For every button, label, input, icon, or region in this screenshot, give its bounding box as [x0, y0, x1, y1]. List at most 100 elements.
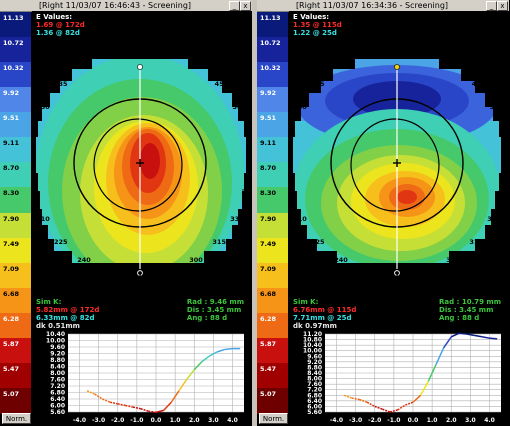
zone-outline: [93, 118, 183, 212]
sim-k-title: Sim K:: [293, 298, 319, 306]
profile-segment: [474, 334, 483, 338]
angle-label: 120: [77, 62, 91, 70]
e-values-title: E Values:: [36, 13, 73, 21]
minimize-button[interactable]: _: [229, 1, 240, 11]
sim-k-steep: 6.76mm @ 115d: [293, 306, 357, 314]
angle-label: 75: [164, 51, 174, 59]
meridian-handle-top: [394, 64, 400, 70]
y-tick-label: 8.40: [307, 370, 322, 377]
y-tick-label: 5.60: [50, 409, 65, 416]
y-tick-label: 6.00: [307, 403, 322, 410]
angle-label: 135: [311, 80, 325, 88]
scale-label: 10.72: [0, 37, 31, 64]
x-tick-label: 0.0: [151, 417, 162, 424]
profile-segment: [382, 408, 391, 413]
profile-segment: [224, 347, 233, 351]
x-tick-label: 2.0: [189, 417, 200, 424]
x-tick-label: 3.0: [208, 417, 219, 424]
close-button[interactable]: x: [240, 1, 251, 11]
scale-label: 7.49: [257, 237, 288, 264]
profile-segment: [489, 337, 498, 340]
angle-label: 285: [419, 267, 433, 275]
y-tick-label: 6.80: [307, 392, 322, 399]
profile-segment: [170, 390, 180, 403]
y-tick-label: 10.40: [303, 342, 322, 349]
x-tick-label: 1.0: [427, 417, 438, 424]
x-tick-label: -3.0: [349, 417, 362, 424]
angle-label: 75: [421, 51, 431, 59]
scale-label: 7.90: [257, 212, 288, 239]
angle-label: 210: [293, 215, 307, 223]
ang-value: Ang : 88 d: [439, 314, 480, 322]
sim-k-flat: 6.33mm @ 82d: [36, 314, 95, 322]
profile-segment: [405, 401, 414, 406]
angle-label: 315: [469, 238, 483, 246]
profile-segment: [389, 409, 398, 413]
angle-label: 255: [104, 267, 118, 275]
angle-label: 90: [135, 47, 145, 55]
profile-segment: [201, 355, 211, 363]
x-tick-label: -2.0: [368, 417, 381, 424]
angle-label: 300: [189, 256, 203, 264]
sim-k-delta: dk 0.51mm: [36, 322, 80, 330]
profile-segment: [163, 401, 172, 411]
scale-label: 9.92: [257, 87, 288, 114]
x-tick-label: -4.0: [73, 417, 86, 424]
profile-graph: -4.0 -3.0 -2.0 -1.0 0.0 1.0 2.0 3.0 4.0 10.4010.0…: [46, 331, 244, 424]
y-tick-label: 11.20: [303, 331, 322, 338]
angle-label: 150: [36, 103, 50, 111]
profile-segment: [442, 336, 452, 349]
angle-label: 120: [334, 62, 348, 70]
profile-segment: [397, 404, 406, 411]
angle-label: 210: [36, 215, 50, 223]
normalize-button[interactable]: Norm.: [2, 413, 31, 424]
y-tick-label: 8.00: [307, 376, 322, 383]
x-tick-label: 4.0: [227, 417, 238, 424]
contour-layer: [397, 190, 417, 204]
angle-label: 285: [162, 267, 176, 275]
y-tick-label: 7.20: [307, 387, 322, 394]
pane-divider[interactable]: [252, 0, 257, 426]
angle-label: 150: [293, 103, 307, 111]
y-tick-label: 9.60: [50, 344, 65, 351]
scale-label: 8.70: [257, 162, 288, 189]
profile-segment: [193, 361, 203, 371]
close-button[interactable]: x: [497, 1, 508, 11]
sim-k-steep: 5.82mm @ 172d: [36, 306, 100, 314]
dis-value: Dis : 3.45 mm: [439, 306, 494, 314]
e-value-steep: 1.35 @ 115d: [293, 21, 342, 29]
angle-label: 330: [230, 215, 244, 223]
minimize-button[interactable]: _: [486, 1, 497, 11]
x-tick-label: -1.0: [387, 417, 400, 424]
sim-k-delta: dk 0.97mm: [293, 322, 337, 330]
angle-label: 195: [289, 188, 296, 196]
sim-k-panel: Sim K: 5.82mm @ 172d 6.33mm @ 82d dk 0.5…: [36, 298, 99, 330]
scale-label: 9.92: [0, 87, 31, 114]
scale-label: 6.68: [0, 287, 31, 314]
angle-label: 195: [32, 188, 39, 196]
angle-label: 315: [212, 238, 226, 246]
e-values-panel: E Values: 1.35 @ 115d 1.22 @ 25d: [293, 13, 342, 37]
scale-label: 10.72: [257, 37, 288, 64]
scale-label: 9.11: [0, 137, 31, 164]
meridian-handle-bottom: [394, 270, 400, 276]
scale-label: 5.87: [0, 337, 31, 364]
topography-map[interactable]: 90 105 75 120 60 135 45 150 30 165 15 180 0 195 345 210…: [32, 11, 252, 293]
e-values-title: E Values:: [293, 13, 330, 21]
profile-segment: [102, 398, 111, 403]
x-tick-label: -3.0: [92, 417, 105, 424]
angle-label: 180: [32, 159, 35, 167]
angle-label: 30: [232, 103, 242, 111]
rad-value: Rad : 10.79 mm: [439, 298, 501, 306]
x-tick-label: 2.0: [446, 417, 457, 424]
angle-label: 180: [289, 159, 292, 167]
topography-map[interactable]: 90 105 75 120 60 135 45 150 30 165 15 180 0 195 345 210…: [289, 11, 509, 293]
angle-label: 90: [392, 47, 402, 55]
scale-label: 5.07: [257, 387, 288, 414]
x-tick-label: -1.0: [130, 417, 143, 424]
contour-layer: [140, 143, 160, 179]
normalize-button[interactable]: Norm.: [259, 413, 288, 424]
angle-label: 15: [501, 130, 509, 138]
map-window-right: [Right 11/03/07 16:34:36 - Screening] _ …: [257, 0, 509, 426]
sim-k-panel: Sim K: 6.76mm @ 115d 7.71mm @ 25d dk 0.9…: [293, 298, 356, 330]
